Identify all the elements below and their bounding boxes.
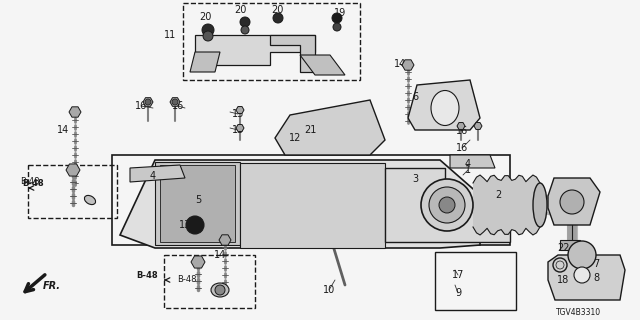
Polygon shape — [120, 160, 480, 248]
Polygon shape — [155, 162, 240, 245]
Circle shape — [332, 13, 342, 23]
Polygon shape — [385, 168, 510, 242]
Text: 3: 3 — [412, 174, 418, 184]
Polygon shape — [270, 35, 315, 72]
Bar — [112, 155, 510, 245]
Circle shape — [203, 31, 213, 41]
Polygon shape — [130, 165, 185, 182]
Circle shape — [145, 99, 151, 105]
Text: 9: 9 — [455, 288, 461, 298]
Text: 17: 17 — [452, 270, 464, 280]
Text: 20: 20 — [234, 5, 246, 15]
Text: B-48: B-48 — [136, 271, 158, 281]
Polygon shape — [170, 98, 180, 106]
Polygon shape — [219, 235, 231, 245]
Polygon shape — [236, 124, 244, 132]
Circle shape — [186, 216, 204, 234]
Text: 13: 13 — [179, 220, 191, 230]
Polygon shape — [408, 80, 480, 130]
Circle shape — [240, 17, 250, 27]
Text: 7: 7 — [593, 259, 599, 269]
Polygon shape — [560, 240, 580, 250]
Text: 8: 8 — [593, 273, 599, 283]
Text: 19: 19 — [334, 8, 346, 18]
Polygon shape — [236, 107, 244, 114]
Circle shape — [429, 187, 465, 223]
Text: 15: 15 — [232, 109, 244, 119]
Polygon shape — [548, 178, 600, 225]
Text: 1: 1 — [465, 165, 471, 175]
Circle shape — [568, 241, 596, 269]
Text: 20: 20 — [271, 5, 283, 15]
Circle shape — [574, 267, 590, 283]
Text: 20: 20 — [199, 12, 211, 22]
Polygon shape — [275, 100, 385, 155]
Polygon shape — [240, 163, 385, 248]
Bar — [28, 165, 117, 218]
Polygon shape — [143, 98, 153, 106]
Text: 16: 16 — [135, 101, 147, 111]
Text: 22: 22 — [557, 243, 569, 253]
Text: 16: 16 — [172, 101, 184, 111]
Polygon shape — [474, 123, 482, 130]
Text: B-48: B-48 — [177, 276, 196, 284]
Circle shape — [439, 197, 455, 213]
Ellipse shape — [533, 183, 547, 227]
Ellipse shape — [431, 91, 459, 125]
Polygon shape — [160, 165, 235, 242]
Polygon shape — [548, 255, 625, 300]
Polygon shape — [402, 60, 414, 70]
Text: 11: 11 — [164, 30, 176, 40]
Text: 12: 12 — [289, 133, 301, 143]
Text: FR.: FR. — [43, 281, 61, 291]
Circle shape — [215, 285, 225, 295]
Text: 6: 6 — [412, 92, 418, 102]
Text: 4: 4 — [465, 159, 471, 169]
Circle shape — [421, 179, 473, 231]
Text: 16: 16 — [456, 126, 468, 136]
Circle shape — [202, 24, 214, 36]
Polygon shape — [473, 175, 540, 235]
Text: TGV4B3310: TGV4B3310 — [556, 308, 601, 317]
Polygon shape — [195, 35, 315, 65]
Polygon shape — [300, 55, 345, 75]
Bar — [183, 3, 360, 80]
Circle shape — [273, 13, 283, 23]
Polygon shape — [69, 107, 81, 117]
Text: 14: 14 — [394, 59, 406, 69]
Text: 14: 14 — [214, 250, 226, 260]
Circle shape — [241, 26, 249, 34]
Polygon shape — [450, 155, 495, 168]
Text: 21: 21 — [304, 125, 316, 135]
Text: 2: 2 — [495, 190, 501, 200]
Polygon shape — [457, 123, 465, 130]
Text: B-48: B-48 — [20, 178, 40, 187]
Text: 18: 18 — [557, 275, 569, 285]
Text: 5: 5 — [195, 195, 201, 205]
Ellipse shape — [211, 283, 229, 297]
Bar — [164, 255, 255, 308]
Polygon shape — [66, 164, 80, 176]
Text: 10: 10 — [323, 285, 335, 295]
Text: 4: 4 — [150, 171, 156, 181]
Ellipse shape — [84, 196, 95, 204]
Text: 16: 16 — [456, 143, 468, 153]
Text: 15: 15 — [232, 125, 244, 135]
Polygon shape — [190, 52, 220, 72]
Polygon shape — [191, 256, 205, 268]
Text: B-48: B-48 — [22, 179, 44, 188]
Text: 14: 14 — [57, 125, 69, 135]
Circle shape — [172, 99, 178, 105]
Circle shape — [560, 190, 584, 214]
Circle shape — [333, 23, 341, 31]
Bar — [435, 252, 516, 310]
